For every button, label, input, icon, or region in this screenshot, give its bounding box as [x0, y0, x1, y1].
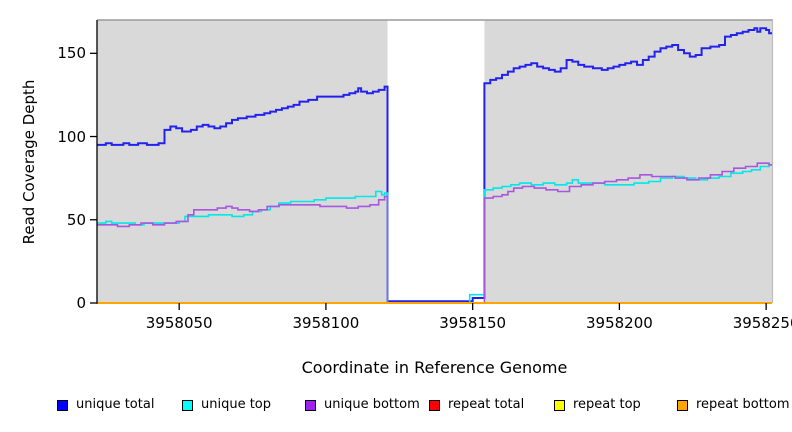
legend-label: unique total: [76, 397, 155, 412]
unique-top-swatch-icon: [182, 399, 193, 411]
y-tick-label: 150: [57, 44, 86, 63]
x-tick-label: 3958150: [439, 314, 507, 332]
unique-bottom-swatch-icon: [305, 399, 316, 411]
repeat-top-swatch-icon: [554, 399, 565, 411]
repeat-total-swatch-icon: [429, 399, 440, 411]
x-axis-title: Coordinate in Reference Genome: [301, 358, 568, 377]
legend-label: repeat total: [448, 397, 525, 412]
series-unique-total: [97, 27, 772, 303]
x-tick-label: 3958050: [145, 314, 213, 332]
coverage-plot-panel: [90, 19, 774, 310]
legend-label: unique bottom: [324, 397, 420, 412]
y-axis-title: Read Coverage Depth: [20, 79, 38, 245]
legend-label: repeat top: [573, 397, 641, 412]
y-tick-label: 0: [76, 294, 86, 312]
masked-gap-region: [387, 20, 485, 303]
legend-item-repeat-bottom: repeat bottom: [677, 397, 790, 413]
x-tick-label: 3958200: [585, 314, 653, 332]
legend-item-unique-top: unique top: [182, 397, 271, 413]
x-tick-label: 3958250: [732, 314, 792, 332]
legend-label: unique top: [201, 397, 272, 412]
repeat-bottom-swatch-icon: [677, 399, 688, 411]
legend-item-unique-total: unique total: [57, 397, 154, 413]
legend-label: repeat bottom: [696, 397, 790, 412]
y-tick-label: 50: [66, 210, 86, 229]
legend-item-repeat-total: repeat total: [429, 397, 524, 413]
legend-item-unique-bottom: unique bottom: [305, 397, 420, 413]
x-tick-label: 3958100: [292, 314, 360, 332]
unique-total-swatch-icon: [57, 399, 68, 411]
legend-item-repeat-top: repeat top: [554, 397, 641, 413]
y-tick-label: 100: [57, 127, 86, 146]
series-unique-bottom: [97, 162, 772, 304]
